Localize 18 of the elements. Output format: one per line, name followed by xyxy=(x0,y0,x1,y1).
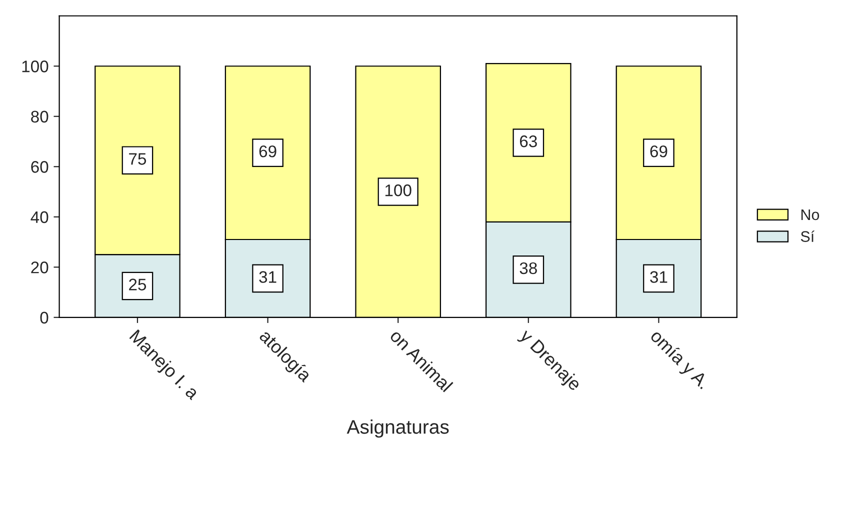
data-label: 63 xyxy=(520,135,537,148)
data-label: 25 xyxy=(129,278,146,290)
y-tick-label: 60 xyxy=(31,161,48,173)
y-tick-label: 100 xyxy=(22,60,48,72)
y-tick-label: 80 xyxy=(31,110,48,123)
data-label: 69 xyxy=(259,145,276,158)
y-tick-label: 0 xyxy=(40,312,48,324)
data-label: 31 xyxy=(650,271,668,283)
data-label: 75 xyxy=(129,153,146,165)
legend-label: No xyxy=(801,209,820,220)
legend-label: Sí xyxy=(800,230,815,242)
data-label: 31 xyxy=(259,271,276,283)
data-label: 100 xyxy=(385,184,412,196)
y-tick-label: 40 xyxy=(30,211,48,224)
data-label: 69 xyxy=(650,145,668,158)
y-tick-label: 20 xyxy=(31,262,48,274)
x-axis-title: Asignaturas xyxy=(346,420,449,438)
data-label: 38 xyxy=(520,262,537,274)
